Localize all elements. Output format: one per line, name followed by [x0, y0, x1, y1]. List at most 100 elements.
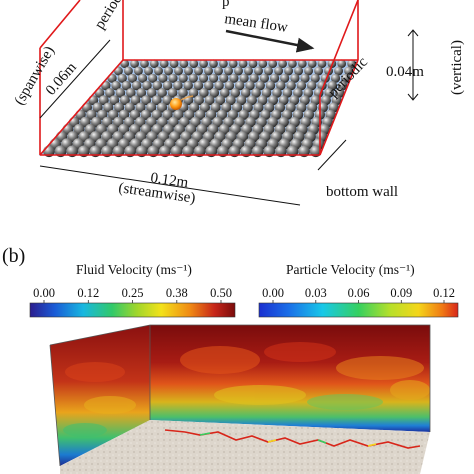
bed-sphere — [234, 80, 245, 91]
bed-sphere — [141, 95, 152, 106]
panel-b: (b) Fluid Velocity (ms⁻¹) 0.00 0.12 0.25 0.… — [2, 245, 459, 474]
bed-sphere — [259, 73, 270, 83]
bed-sphere — [296, 80, 307, 91]
bed-sphere — [286, 80, 296, 91]
bed-sphere — [105, 88, 115, 98]
bed-sphere — [156, 102, 168, 113]
bed-sphere — [168, 73, 178, 83]
bed-sphere — [115, 88, 126, 98]
bed-sphere — [136, 88, 147, 98]
particle-colorbar-tick-label: 0.00 — [262, 286, 284, 300]
bed-sphere — [327, 80, 338, 91]
left-periodic-label: periodic — [92, 0, 132, 32]
bed-sphere — [310, 73, 320, 83]
spanwise-label: (spanwise) — [12, 44, 58, 108]
bed-sphere — [121, 80, 132, 91]
particle-colorbar-tick-label: 0.09 — [390, 286, 412, 300]
bed-sphere — [258, 59, 268, 69]
bed-sphere — [249, 73, 259, 83]
bed-sphere — [297, 59, 307, 69]
vertical-dim-label: 0.04m — [386, 64, 424, 80]
bed-sphere — [261, 88, 272, 98]
bed-sphere — [340, 73, 351, 83]
bed-sphere — [268, 59, 278, 69]
bed-sphere — [189, 102, 200, 113]
bed-sphere — [204, 80, 214, 91]
bed-sphere — [228, 59, 238, 69]
bed-sphere — [194, 66, 203, 76]
bed-sphere — [194, 95, 204, 106]
bed-sphere — [230, 88, 241, 98]
bed-sphere — [214, 80, 224, 91]
bed-sphere — [344, 66, 354, 76]
bed-sphere — [158, 73, 168, 83]
bed-sphere — [334, 66, 344, 76]
flow-visualization — [49, 324, 431, 474]
bed-sphere — [214, 66, 223, 76]
bed-sphere — [125, 88, 136, 98]
bed-sphere — [152, 80, 163, 91]
bed-sphere — [135, 102, 146, 113]
bed-sphere — [209, 88, 220, 98]
sediment-bed — [60, 420, 430, 474]
bed-sphere — [129, 109, 141, 121]
bed-sphere — [238, 59, 248, 69]
bed-sphere — [178, 88, 188, 98]
bed-sphere — [251, 88, 261, 98]
fluid-colorbar-tick-label: 0.00 — [33, 286, 55, 300]
bed-sphere — [254, 66, 263, 76]
bed-sphere — [248, 59, 258, 69]
domain-box-edges — [39, 0, 359, 156]
particle-trail — [180, 95, 194, 101]
bed-sphere — [255, 80, 265, 91]
bed-sphere — [269, 73, 280, 83]
bed-sphere — [337, 59, 347, 69]
bed-sphere — [169, 59, 179, 69]
fluid-colorbar-ticks: 0.00 0.12 0.25 0.38 0.50 — [33, 286, 232, 303]
trajectory-highlights — [199, 432, 377, 447]
bottom-wall-label: bottom wall — [326, 184, 398, 200]
mean-flow-arrow — [225, 29, 315, 53]
bed-sphere — [347, 59, 356, 69]
bed-sphere — [130, 59, 139, 69]
bed-sphere — [123, 66, 133, 76]
streamwise-dim-label: 0.12m — [149, 170, 189, 191]
particle-colorbar-title: Particle Velocity (ms⁻¹) — [286, 262, 415, 277]
fluid-colorbar-bar — [29, 302, 236, 318]
bed-sphere — [204, 66, 213, 76]
bed-sphere — [174, 66, 183, 76]
bed-sphere — [239, 73, 249, 83]
bed-sphere — [131, 80, 142, 91]
particle-colorbar-ticks: 0.00 0.03 0.06 0.09 0.12 — [262, 286, 455, 303]
bed-sphere — [198, 73, 209, 83]
bed-sphere — [229, 73, 239, 83]
visualization-outline — [49, 324, 431, 467]
bed-sphere — [140, 59, 149, 69]
bed-sphere — [127, 73, 138, 83]
bed-sphere — [288, 59, 297, 69]
bed-sphere — [208, 73, 219, 83]
bed-sphere — [130, 95, 141, 106]
bed-sphere — [144, 66, 153, 76]
bed-sphere — [204, 95, 215, 106]
bed-sphere — [276, 80, 286, 91]
bed-sphere — [224, 80, 235, 91]
fluid-colorbar-title: Fluid Velocity (ms⁻¹) — [76, 262, 192, 277]
bed-sphere — [314, 66, 324, 76]
bed-sphere — [183, 80, 193, 91]
bed-sphere — [119, 95, 130, 106]
bed-sphere — [137, 73, 148, 83]
highlighted-particle — [170, 98, 182, 110]
bed-sphere — [272, 88, 282, 98]
bed-sphere — [225, 95, 236, 106]
bed-sphere — [337, 80, 348, 91]
bed-sphere — [304, 66, 314, 76]
bed-sphere — [140, 109, 152, 121]
bed-sphere — [284, 66, 294, 76]
bed-sphere — [149, 59, 159, 69]
bed-sphere — [215, 95, 226, 106]
bed-sphere — [307, 59, 317, 69]
bed-sphere — [300, 73, 310, 83]
side-wall-eddies — [63, 362, 136, 437]
bed-sphere — [184, 66, 193, 76]
